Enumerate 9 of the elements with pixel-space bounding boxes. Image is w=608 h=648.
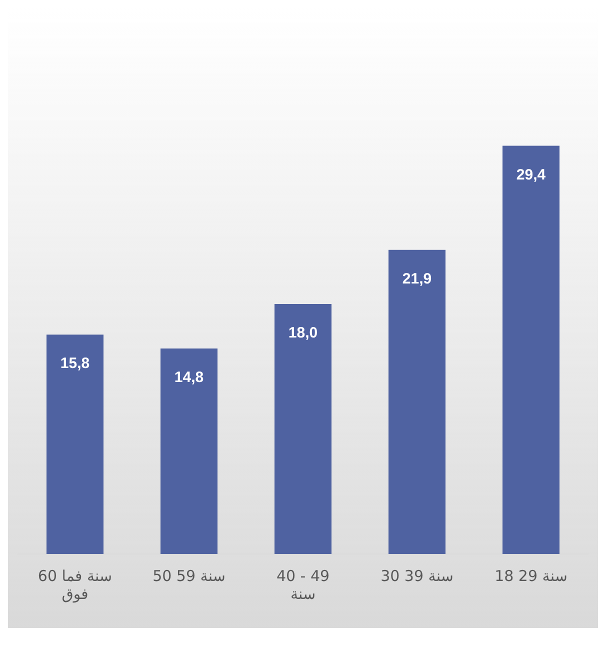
x-tick-label: 18 29 سنة bbox=[494, 566, 568, 585]
data-label: 14,8 bbox=[174, 369, 204, 386]
data-label: 21,9 bbox=[402, 270, 432, 288]
x-tick-label: 30 39 سنة bbox=[380, 566, 454, 585]
data-label: 18,0 bbox=[288, 324, 318, 342]
x-tick-label: 60 سنة فما فوق bbox=[38, 566, 112, 603]
x-tick-label: 50 59 سنة bbox=[152, 566, 226, 585]
data-label: 29,4 bbox=[516, 166, 546, 184]
data-label: 15,8 bbox=[60, 355, 90, 372]
